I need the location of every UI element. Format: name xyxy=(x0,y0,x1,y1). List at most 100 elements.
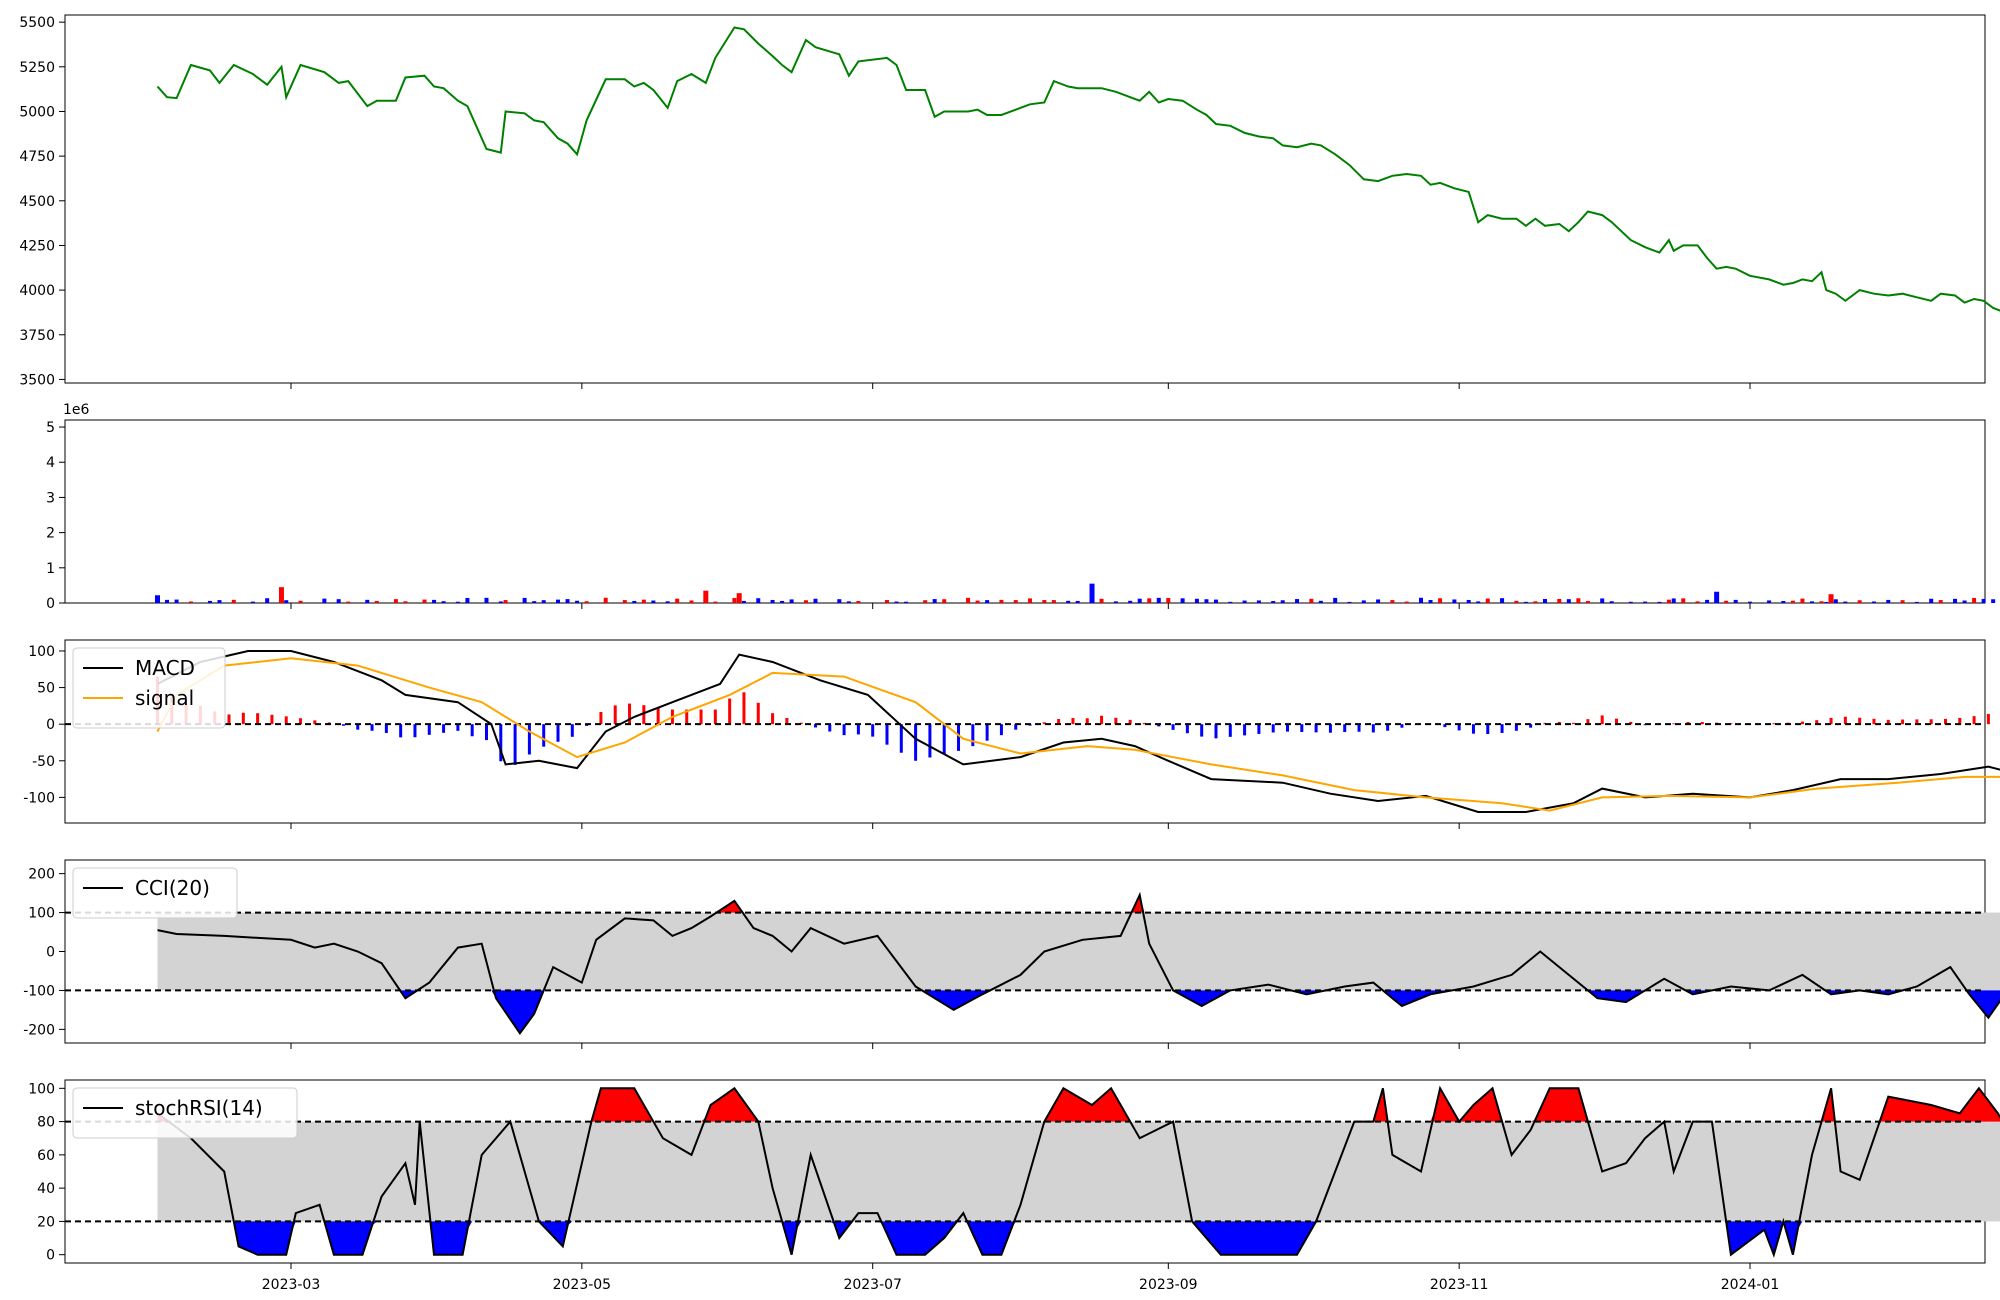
macd-histogram-bar xyxy=(356,724,360,730)
volume-bar xyxy=(1643,601,1648,603)
volume-ytick-label: 2 xyxy=(46,526,55,542)
volume-bar xyxy=(1962,600,1967,603)
volume-bar xyxy=(789,599,794,603)
macd-histogram-bar xyxy=(871,724,875,737)
volume-bar xyxy=(1833,599,1838,603)
volume-bar xyxy=(455,601,460,603)
volume-bar xyxy=(999,599,1004,603)
volume-bar-highlight xyxy=(1714,591,1720,603)
volume-bar xyxy=(1256,600,1261,603)
volume-bar xyxy=(284,600,289,603)
volume-bar xyxy=(1542,598,1547,603)
volume-bar xyxy=(1981,598,1986,603)
volume-bar xyxy=(1466,599,1471,603)
volume-frame xyxy=(64,419,1986,604)
volume-bar xyxy=(894,601,899,603)
stochrsi-ytick-label: 100 xyxy=(28,1081,55,1097)
macd-histogram-bar xyxy=(570,724,574,737)
x-tick-label: 2023-07 xyxy=(843,1277,902,1293)
volume-bar xyxy=(1099,598,1104,603)
macd-histogram-bar xyxy=(1500,724,1504,733)
volume-bar xyxy=(1972,598,1977,603)
cci-ytick-label: 100 xyxy=(28,906,55,922)
volume-bar xyxy=(651,600,656,603)
macd-histogram-bar xyxy=(1386,724,1390,731)
volume-bar xyxy=(188,601,193,603)
volume-ytick-label: 5 xyxy=(46,420,55,436)
volume-bar xyxy=(565,599,570,603)
macd-signal-line xyxy=(156,657,2000,812)
volume-bar xyxy=(756,598,761,603)
volume-bar xyxy=(975,600,980,603)
x-tick-label: 2023-05 xyxy=(553,1277,612,1293)
macd-histogram-bar xyxy=(1200,724,1204,737)
volume-bar xyxy=(231,599,236,603)
macd-histogram-bar xyxy=(1286,724,1290,732)
volume-bar xyxy=(298,600,303,603)
macd-ytick-label: 50 xyxy=(37,681,55,697)
macd-histogram-bar xyxy=(1614,718,1618,725)
macd-histogram-bar xyxy=(1872,718,1876,725)
macd-line xyxy=(157,650,2000,813)
macd-histogram-bar xyxy=(270,714,274,725)
macd-histogram-bar xyxy=(1486,724,1490,735)
x-tick-label: 2024-01 xyxy=(1721,1277,1780,1293)
volume-bar xyxy=(1500,598,1505,603)
macd-histogram-bar xyxy=(885,724,889,745)
volume-bar xyxy=(1991,599,1996,603)
volume-bar xyxy=(1886,599,1891,603)
price-ytick-label: 4000 xyxy=(19,283,55,299)
volume-bar xyxy=(1900,600,1905,603)
macd-histogram-bar xyxy=(1457,724,1461,731)
volume-bar xyxy=(336,599,341,603)
stochrsi-ytick-label: 20 xyxy=(37,1214,55,1230)
volume-bar xyxy=(837,599,842,603)
volume-bar xyxy=(1609,601,1614,603)
macd-histogram-bar xyxy=(1157,724,1161,727)
price-ytick-label: 4750 xyxy=(19,149,55,165)
volume-bar xyxy=(1390,600,1395,603)
volume-bar-highlight xyxy=(1828,594,1834,603)
macd-histogram-bar xyxy=(556,724,560,742)
macd-histogram-bar xyxy=(685,709,689,725)
x-tick-label: 2023-11 xyxy=(1430,1277,1489,1293)
volume-bar xyxy=(1724,600,1729,603)
stochrsi-legend-label: stochRSI(14) xyxy=(135,1096,263,1120)
price-ytick-label: 5000 xyxy=(19,104,55,120)
macd-histogram-bar xyxy=(1915,719,1919,725)
macd-histogram-bar xyxy=(771,713,775,725)
volume-bar xyxy=(1066,600,1071,603)
volume-bar xyxy=(207,600,212,603)
macd-histogram-bar xyxy=(985,724,989,741)
macd-histogram-bar xyxy=(699,709,703,725)
volume-bar xyxy=(393,599,398,603)
macd-histogram-bar xyxy=(1057,719,1061,725)
cci-legend-box xyxy=(72,867,238,919)
macd-histogram-bar xyxy=(299,718,303,725)
volume-bar xyxy=(403,601,408,603)
macd-histogram-bar xyxy=(713,709,717,725)
volume-bar xyxy=(532,601,537,603)
macd-histogram-bar xyxy=(484,724,488,741)
volume-bar xyxy=(732,598,737,603)
volume-bar xyxy=(1137,598,1142,603)
volume-bar xyxy=(1228,601,1233,603)
stochrsi-ytick-label: 60 xyxy=(37,1148,55,1164)
macd-histogram-bar xyxy=(1843,716,1847,725)
x-tick-label: 2023-09 xyxy=(1139,1277,1198,1293)
volume-bar xyxy=(1695,601,1700,603)
volume-bar xyxy=(689,600,694,603)
volume-bar xyxy=(1819,601,1824,603)
macd-histogram-bar xyxy=(513,724,517,765)
volume-bar xyxy=(641,599,646,603)
macd-histogram-bar xyxy=(527,724,531,755)
volume-bar xyxy=(250,601,255,603)
volume-ytick-label: 1 xyxy=(46,561,55,577)
macd-ytick-label: 0 xyxy=(46,717,55,733)
volume-bar xyxy=(541,600,546,603)
macd-histogram-bar xyxy=(1858,717,1862,725)
macd-histogram-bar xyxy=(241,712,245,725)
volume-bar xyxy=(884,600,889,603)
macd-histogram-bar xyxy=(1815,720,1819,725)
